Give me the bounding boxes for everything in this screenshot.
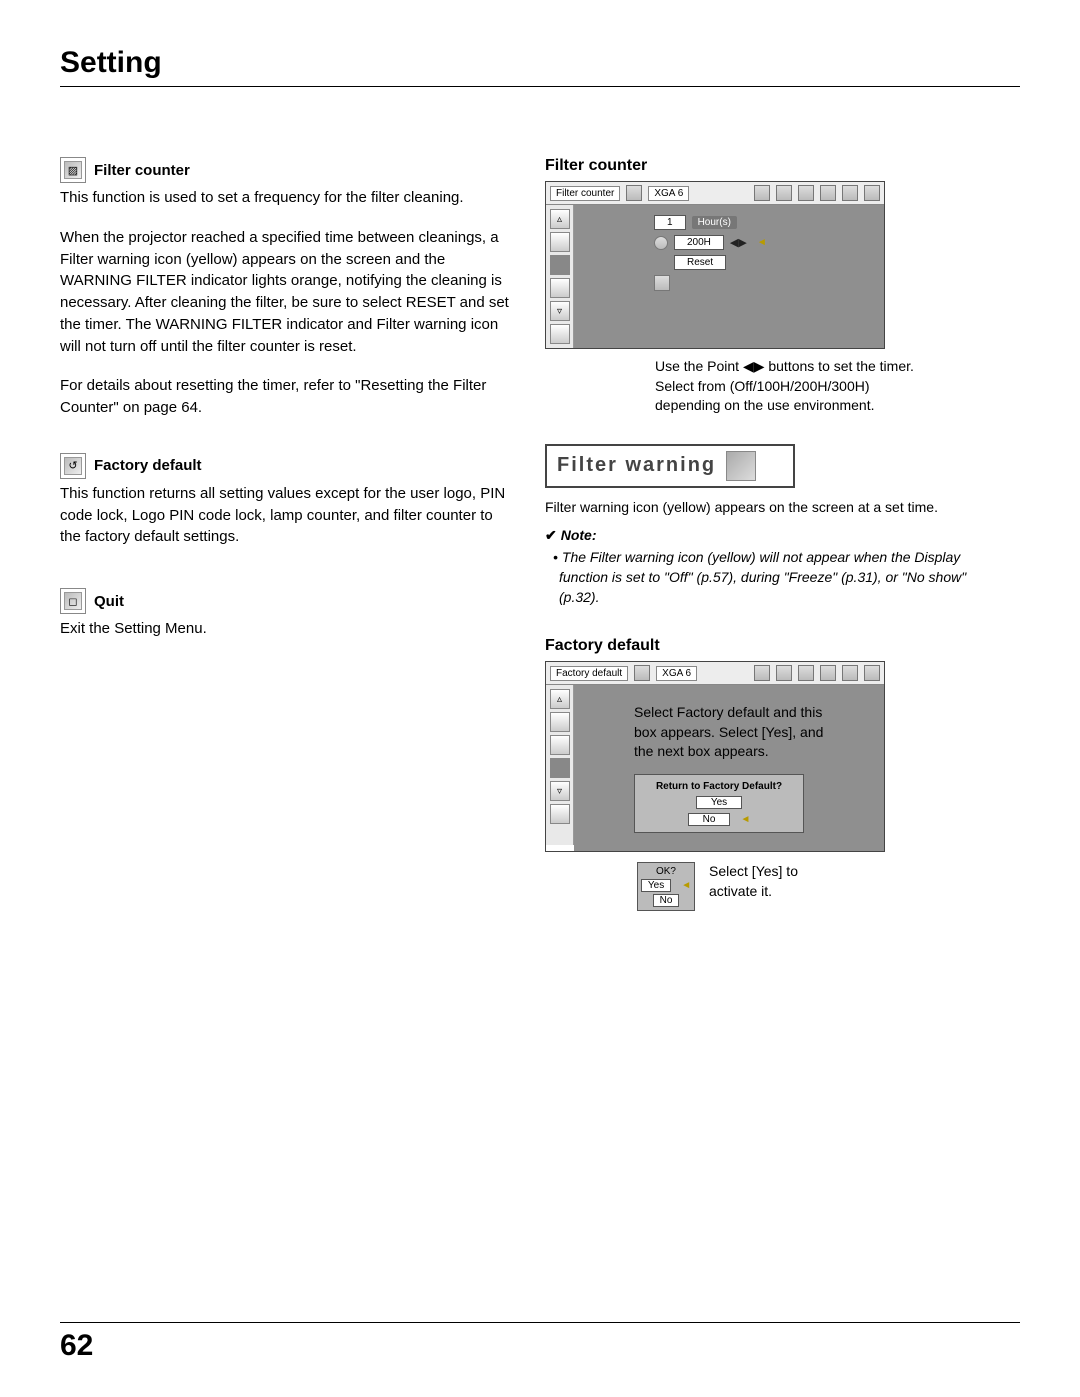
- filter-counter-p2: When the projector reached a specified t…: [60, 227, 515, 358]
- osd2-sidebar: ▵ ▿: [546, 685, 574, 845]
- pointer-icon: ◄: [740, 814, 750, 825]
- osd2-toolbar-icon: [842, 665, 858, 681]
- sidebar-item-icon[interactable]: [550, 278, 570, 298]
- footer-rule: [60, 1322, 1020, 1323]
- osd-toolbar-icon: [842, 185, 858, 201]
- osd-toolbar-icon: [776, 185, 792, 201]
- osd2-toolbar-icon: [776, 665, 792, 681]
- factory-default-right-title: Factory default: [545, 637, 985, 655]
- sidebar-item-icon[interactable]: [550, 712, 570, 732]
- right-column: Filter counter Filter counter XGA 6 ▵: [545, 157, 985, 911]
- sidebar-item-icon[interactable]: [550, 758, 570, 778]
- factory-default-icon: ↺: [60, 453, 86, 479]
- osd2-topbar: Factory default XGA 6: [546, 662, 884, 685]
- factory-default-label: Factory default: [94, 457, 202, 474]
- osd2-mode-box: XGA 6: [656, 666, 697, 681]
- scroll-down-icon[interactable]: ▿: [550, 781, 570, 801]
- quit-mini-icon[interactable]: [654, 275, 670, 291]
- filter-counter-osd: Filter counter XGA 6 ▵ ▿: [545, 181, 885, 349]
- ok-yes-button[interactable]: Yes: [641, 879, 671, 892]
- osd-signal-icon: [626, 185, 642, 201]
- pointer-icon: ◄: [681, 880, 691, 891]
- filter-counter-right-title: Filter counter: [545, 157, 985, 175]
- factory-default-instruction: Select Factory default and this box appe…: [634, 703, 844, 762]
- page-title: Setting: [60, 46, 1020, 87]
- osd2-title-box: Factory default: [550, 666, 628, 681]
- osd-title-box: Filter counter: [550, 186, 620, 201]
- clock-icon: [654, 236, 668, 250]
- filter-warning-caption: Filter warning icon (yellow) appears on …: [545, 498, 985, 518]
- quit-p1: Exit the Setting Menu.: [60, 618, 515, 640]
- filter-warning-box: Filter warning: [545, 444, 795, 488]
- left-right-arrow-icon[interactable]: ◀▶: [730, 236, 747, 249]
- factory-default-osd: Factory default XGA 6 ▵ ▿: [545, 661, 885, 852]
- hours-value: 1: [654, 215, 686, 230]
- osd-body: ▵ ▿ 1 Hour(s) 200H ◀▶: [546, 205, 884, 348]
- ok-dialog-title: OK?: [656, 866, 676, 877]
- osd-topbar: Filter counter XGA 6: [546, 182, 884, 205]
- confirm-dialog: Return to Factory Default? Yes No ◄: [634, 774, 804, 833]
- osd-toolbar-icon: [754, 185, 770, 201]
- confirm-yes-button[interactable]: Yes: [696, 796, 742, 809]
- osd-toolbar-icon: [820, 185, 836, 201]
- osd-mode-box: XGA 6: [648, 186, 689, 201]
- filter-counter-p1: This function is used to set a frequency…: [60, 187, 515, 209]
- osd2-main: Select Factory default and this box appe…: [574, 685, 884, 851]
- osd-main: 1 Hour(s) 200H ◀▶ ◄ Reset: [574, 205, 884, 348]
- left-column: ▨ Filter counter This function is used t…: [60, 157, 515, 911]
- filter-warning-icon: [726, 451, 756, 481]
- timer-value[interactable]: 200H: [674, 235, 724, 250]
- confirm-dialog-title: Return to Factory Default?: [656, 781, 782, 792]
- ok-caption: Select [Yes] to activate it.: [709, 862, 839, 901]
- factory-default-p1: This function returns all setting values…: [60, 483, 515, 548]
- filter-counter-icon: ▨: [60, 157, 86, 183]
- ok-no-button[interactable]: No: [653, 894, 680, 907]
- pointer-icon: ◄: [757, 237, 767, 248]
- quit-heading: ◻ Quit: [60, 588, 515, 614]
- reset-button[interactable]: Reset: [674, 255, 726, 270]
- filter-counter-label: Filter counter: [94, 162, 190, 179]
- filter-counter-heading: ▨ Filter counter: [60, 157, 515, 183]
- content-columns: ▨ Filter counter This function is used t…: [60, 157, 1020, 911]
- sidebar-item-icon[interactable]: [550, 735, 570, 755]
- ok-dialog-block: OK? Yes ◄ No Select [Yes] to activate it…: [637, 862, 985, 911]
- osd-toolbar-icon: [798, 185, 814, 201]
- page-number: 62: [60, 1329, 93, 1363]
- sidebar-item-icon[interactable]: [550, 232, 570, 252]
- sidebar-quit-icon[interactable]: [550, 804, 570, 824]
- hours-unit: Hour(s): [692, 216, 737, 229]
- filter-warning-text: Filter warning: [557, 454, 716, 477]
- sidebar-quit-icon[interactable]: [550, 324, 570, 344]
- quit-icon: ◻: [60, 588, 86, 614]
- osd2-toolbar-icon: [864, 665, 880, 681]
- quit-label: Quit: [94, 593, 124, 610]
- osd2-toolbar-icon: [754, 665, 770, 681]
- scroll-down-icon[interactable]: ▿: [550, 301, 570, 321]
- osd2-toolbar-icon: [798, 665, 814, 681]
- filter-counter-p3: For details about resetting the timer, r…: [60, 375, 515, 419]
- filter-counter-caption: Use the Point ◀▶ buttons to set the time…: [655, 357, 915, 416]
- confirm-no-button[interactable]: No: [688, 813, 731, 826]
- sidebar-item-icon[interactable]: [550, 255, 570, 275]
- ok-dialog: OK? Yes ◄ No: [637, 862, 695, 911]
- osd2-signal-icon: [634, 665, 650, 681]
- scroll-up-icon[interactable]: ▵: [550, 689, 570, 709]
- factory-default-heading: ↺ Factory default: [60, 453, 515, 479]
- osd-sidebar: ▵ ▿: [546, 205, 574, 348]
- osd-toolbar-icon: [864, 185, 880, 201]
- osd2-toolbar-icon: [820, 665, 836, 681]
- scroll-up-icon[interactable]: ▵: [550, 209, 570, 229]
- note-body: The Filter warning icon (yellow) will no…: [559, 548, 985, 607]
- note-heading: Note:: [545, 527, 985, 544]
- osd2-body: ▵ ▿ Select Factory default and this box …: [546, 685, 884, 851]
